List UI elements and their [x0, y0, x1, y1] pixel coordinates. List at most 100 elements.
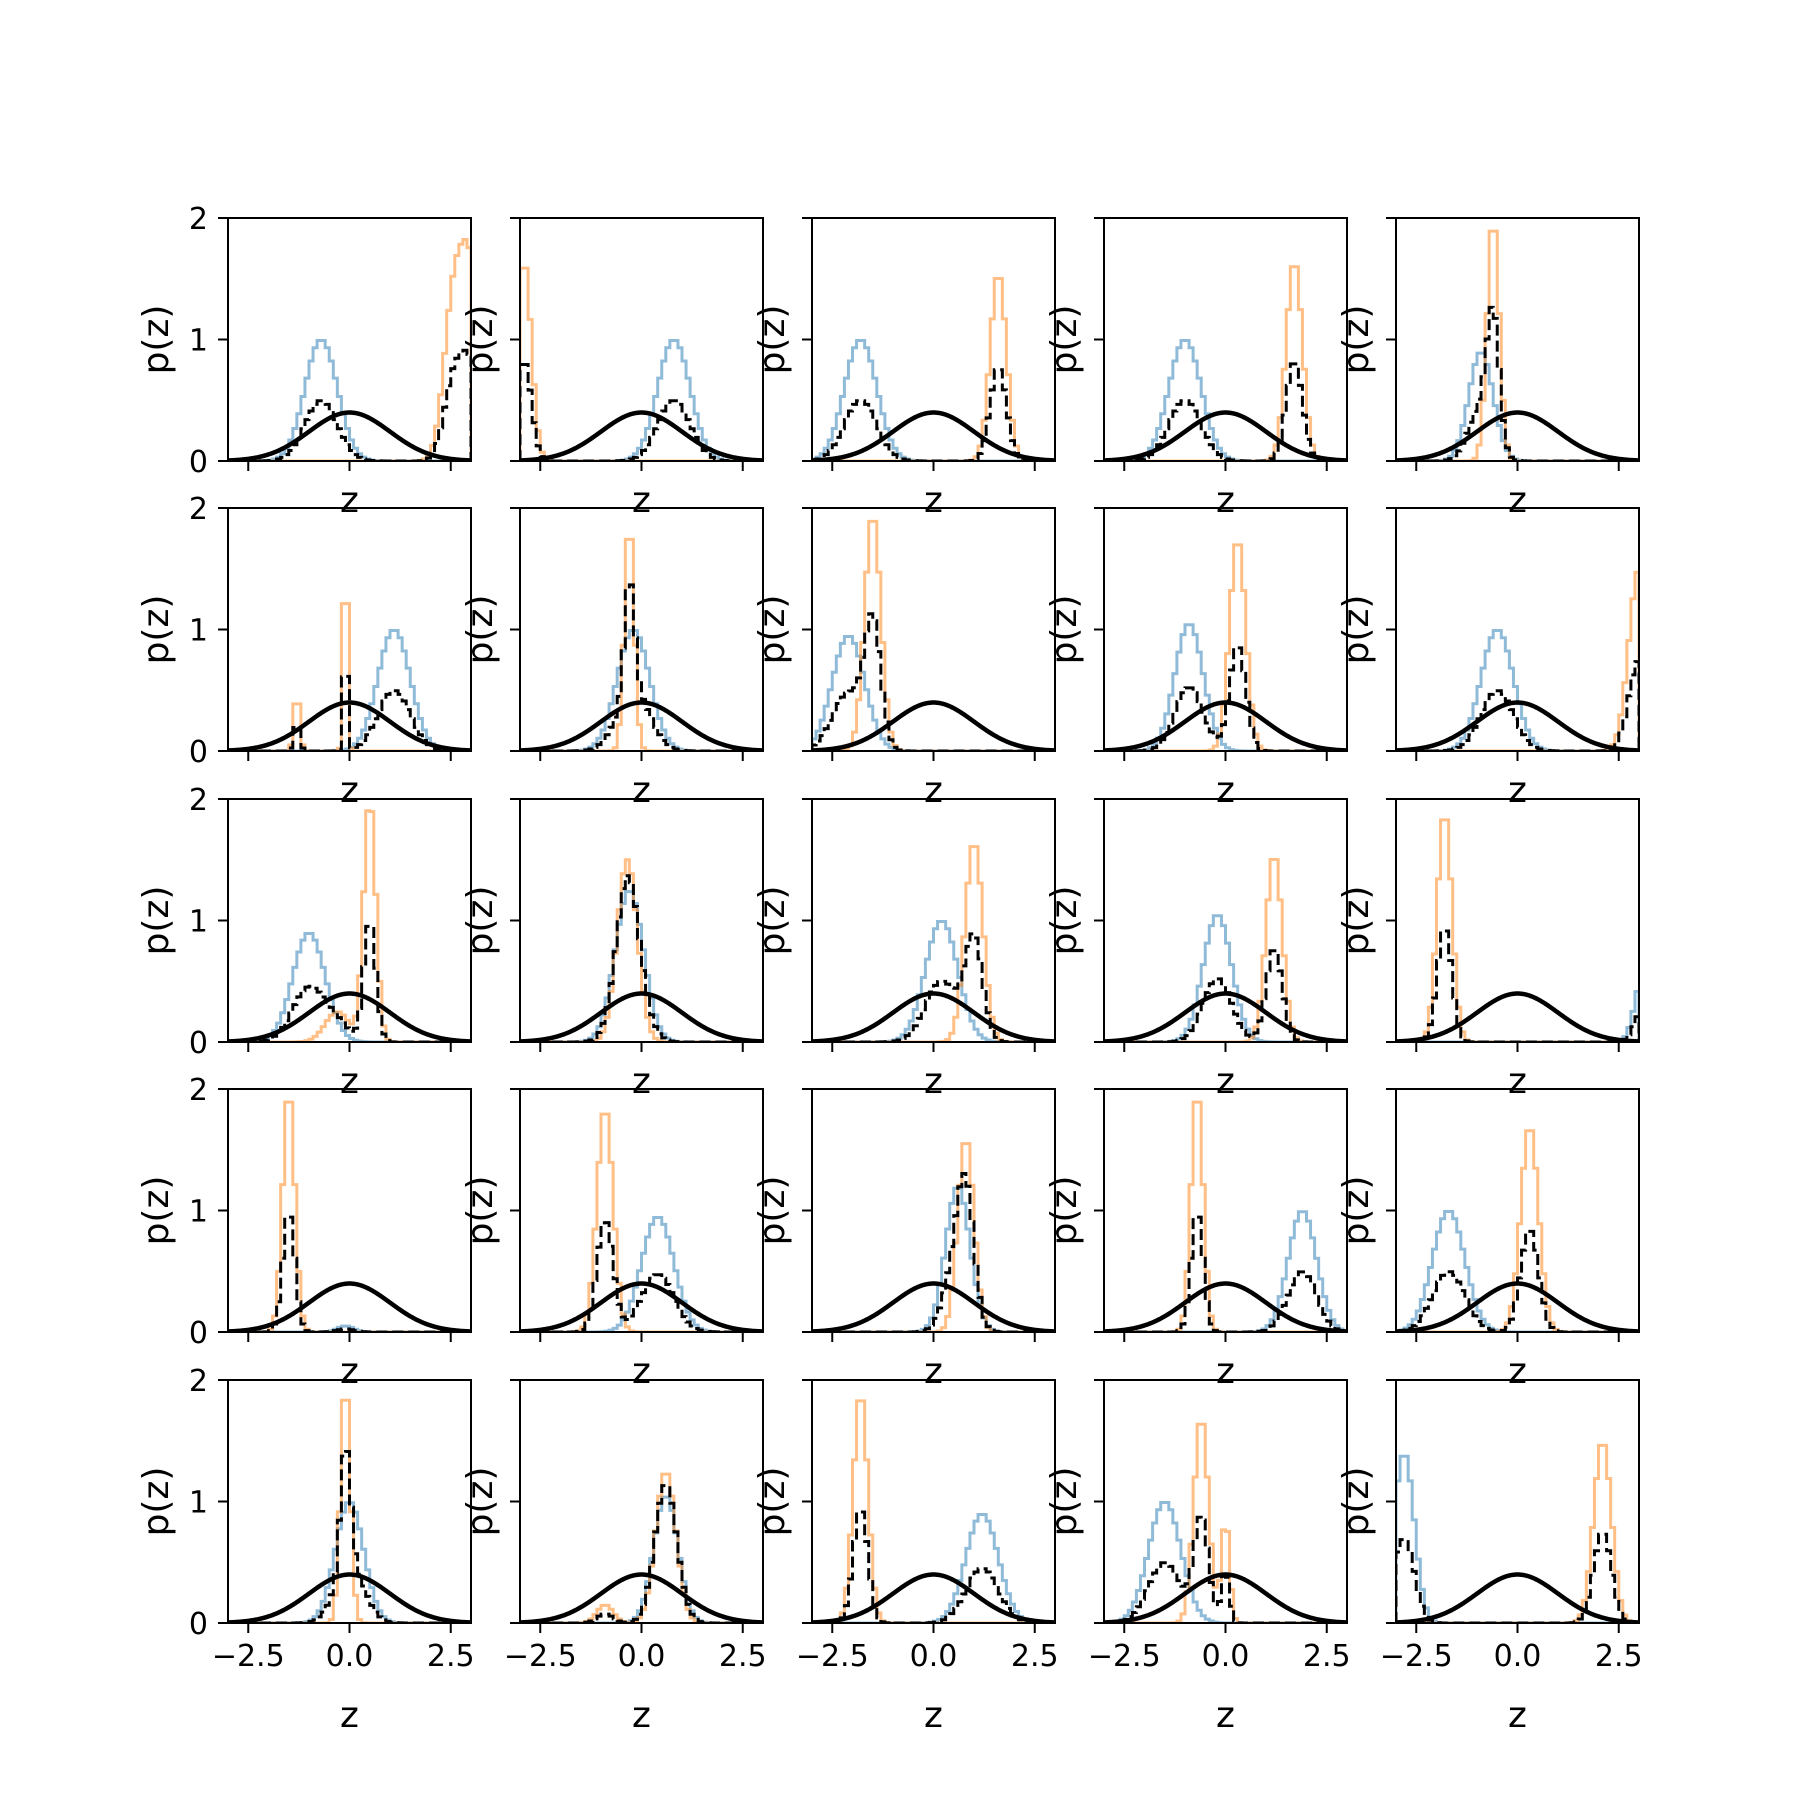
panel-r1-c3: z p(z) — [752, 217, 1056, 521]
y-axis-label: p(z) — [136, 1467, 177, 1537]
prior-curve — [520, 991, 763, 1042]
axes-frame — [519, 1379, 764, 1624]
y-axis-label: p(z) — [1044, 305, 1085, 375]
orange-histogram — [812, 845, 1055, 1042]
blue-histogram — [1396, 351, 1639, 461]
blue-histogram — [1104, 1210, 1347, 1332]
panel-r1-c2: z p(z) — [460, 217, 764, 521]
prior-curve — [812, 991, 1055, 1042]
blue-histogram — [228, 932, 471, 1042]
panel-r2-c5: z p(z) — [1336, 507, 1640, 811]
panel-r1-c4: z p(z) — [1044, 217, 1348, 521]
orange-histogram — [812, 1142, 1055, 1332]
x-axis-label: z — [1508, 770, 1527, 811]
x-axis-label: z — [632, 1061, 651, 1102]
panel-r2-c3: z p(z) — [752, 507, 1056, 811]
y-axis-label: p(z) — [1044, 595, 1085, 665]
y-axis-label: p(z) — [752, 1176, 793, 1246]
axes-frame — [519, 217, 764, 462]
y-tick-label: 1 — [189, 905, 208, 940]
prior-curve — [1104, 1281, 1347, 1332]
axes-frame — [811, 798, 1056, 1043]
panel-r4-c1: 0 1 2 z p(z) — [136, 1073, 472, 1392]
mixture-histogram — [228, 1215, 471, 1332]
y-axis-label: p(z) — [1336, 1176, 1377, 1246]
y-tick-label: 1 — [189, 614, 208, 649]
x-tick-label: −2.5 — [1088, 1639, 1161, 1674]
prior-curve — [1396, 1572, 1639, 1623]
x-axis-label: z — [632, 480, 651, 521]
x-axis-label: z — [924, 480, 943, 521]
orange-histogram — [1396, 1443, 1639, 1623]
x-axis-label: z — [632, 1695, 651, 1736]
panel-r5-c5: −2.5 0.0 2.5 z p(z) — [1336, 1379, 1643, 1736]
blue-histogram — [520, 338, 763, 461]
prior-curve — [228, 991, 471, 1042]
x-axis-label: z — [340, 1061, 359, 1102]
prior-curve — [1104, 700, 1347, 751]
y-axis-label: p(z) — [460, 1176, 501, 1246]
panel-r1-c5: z p(z) — [1336, 217, 1640, 521]
y-tick-label: 2 — [189, 783, 208, 818]
y-axis-label: p(z) — [752, 595, 793, 665]
mixture-histogram — [1104, 949, 1347, 1042]
blue-histogram — [1104, 1500, 1347, 1623]
panel-r3-c2: z p(z) — [460, 798, 764, 1102]
orange-histogram — [1396, 818, 1639, 1042]
axes-frame — [811, 1088, 1056, 1333]
x-axis-label: z — [340, 1351, 359, 1392]
x-axis-label: z — [1508, 1351, 1527, 1392]
prior-curve — [228, 410, 471, 461]
orange-histogram — [1396, 1129, 1639, 1332]
orange-histogram — [1104, 1100, 1347, 1332]
y-tick-label: 1 — [189, 1486, 208, 1521]
y-axis-label: p(z) — [460, 1467, 501, 1537]
prior-curve — [520, 410, 763, 461]
x-axis-label: z — [340, 1695, 359, 1736]
x-axis-label: z — [1508, 1695, 1527, 1736]
y-axis-label: p(z) — [1336, 595, 1377, 665]
orange-histogram — [1104, 857, 1347, 1042]
axes-frame — [1103, 798, 1348, 1043]
blue-histogram — [812, 634, 1055, 751]
panel-r5-c4: −2.5 0.0 2.5 z p(z) — [1044, 1379, 1351, 1736]
blue-histogram — [812, 1186, 1055, 1332]
x-tick-label: 0.0 — [910, 1639, 958, 1674]
mixture-histogram — [228, 924, 471, 1042]
axes-frame — [227, 217, 472, 462]
prior-curve — [1104, 991, 1347, 1042]
panel-r5-c3: −2.5 0.0 2.5 z p(z) — [752, 1379, 1059, 1736]
y-axis-label: p(z) — [752, 886, 793, 956]
axes-frame — [1103, 1088, 1348, 1333]
mixture-histogram — [228, 1449, 471, 1623]
blue-histogram — [520, 1495, 763, 1623]
x-axis-label: z — [924, 770, 943, 811]
panel-r4-c5: z p(z) — [1336, 1088, 1640, 1392]
y-axis-label: p(z) — [136, 886, 177, 956]
x-tick-label: 0.0 — [326, 1639, 374, 1674]
prior-curve — [228, 700, 471, 751]
axes-frame — [1395, 1379, 1640, 1624]
axes-frame — [1395, 507, 1640, 752]
mixture-histogram — [812, 932, 1055, 1042]
orange-histogram — [228, 809, 471, 1042]
x-axis-label: z — [340, 480, 359, 521]
orange-histogram — [1104, 265, 1347, 461]
y-tick-label: 1 — [189, 1195, 208, 1230]
y-tick-label: 0 — [189, 1026, 208, 1061]
blue-histogram — [812, 919, 1055, 1042]
prior-curve — [1396, 991, 1639, 1042]
y-axis-label: p(z) — [136, 1176, 177, 1246]
blue-histogram — [228, 1324, 471, 1332]
blue-histogram — [1396, 1454, 1639, 1623]
mixture-histogram — [1396, 660, 1639, 751]
x-axis-label: z — [632, 1351, 651, 1392]
y-axis-label: p(z) — [460, 305, 501, 375]
panel-r2-c2: z p(z) — [460, 507, 764, 811]
mixture-histogram — [520, 1221, 763, 1332]
x-axis-label: z — [1216, 480, 1235, 521]
y-tick-label: 2 — [189, 1364, 208, 1399]
axes-frame — [519, 1088, 764, 1333]
y-axis-label: p(z) — [1044, 1467, 1085, 1537]
